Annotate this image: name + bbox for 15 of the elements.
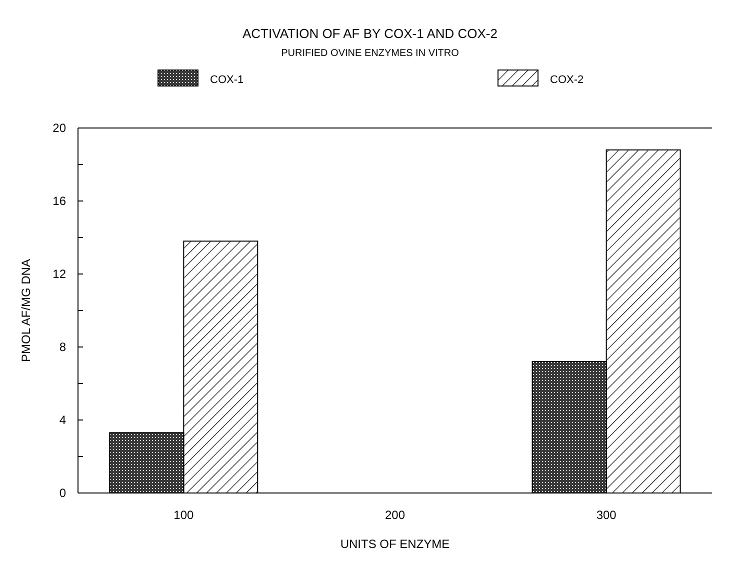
x-axis-title: UNITS OF ENZYME — [340, 537, 450, 551]
legend-label: COX-1 — [210, 74, 244, 86]
chart-subtitle: PURIFIED OVINE ENZYMES IN VITRO — [281, 48, 460, 59]
x-tick-label: 300 — [596, 508, 617, 522]
x-tick-label: 200 — [384, 508, 406, 522]
x-tick-label: 100 — [174, 508, 194, 522]
chart-title: ACTIVATION OF AF BY COX-1 AND COX-2 — [242, 26, 498, 41]
y-tick-label: 8 — [59, 340, 66, 354]
y-tick-label: 12 — [52, 267, 66, 282]
y-tick-label: 0 — [59, 486, 66, 500]
y-axis-title: PMOL AF/MG DNA — [19, 259, 33, 362]
y-tick-label: 16 — [52, 194, 66, 208]
legend-label: COX-2 — [550, 74, 584, 86]
y-tick-label: 4 — [59, 413, 66, 428]
y-tick-label: 20 — [52, 121, 66, 136]
